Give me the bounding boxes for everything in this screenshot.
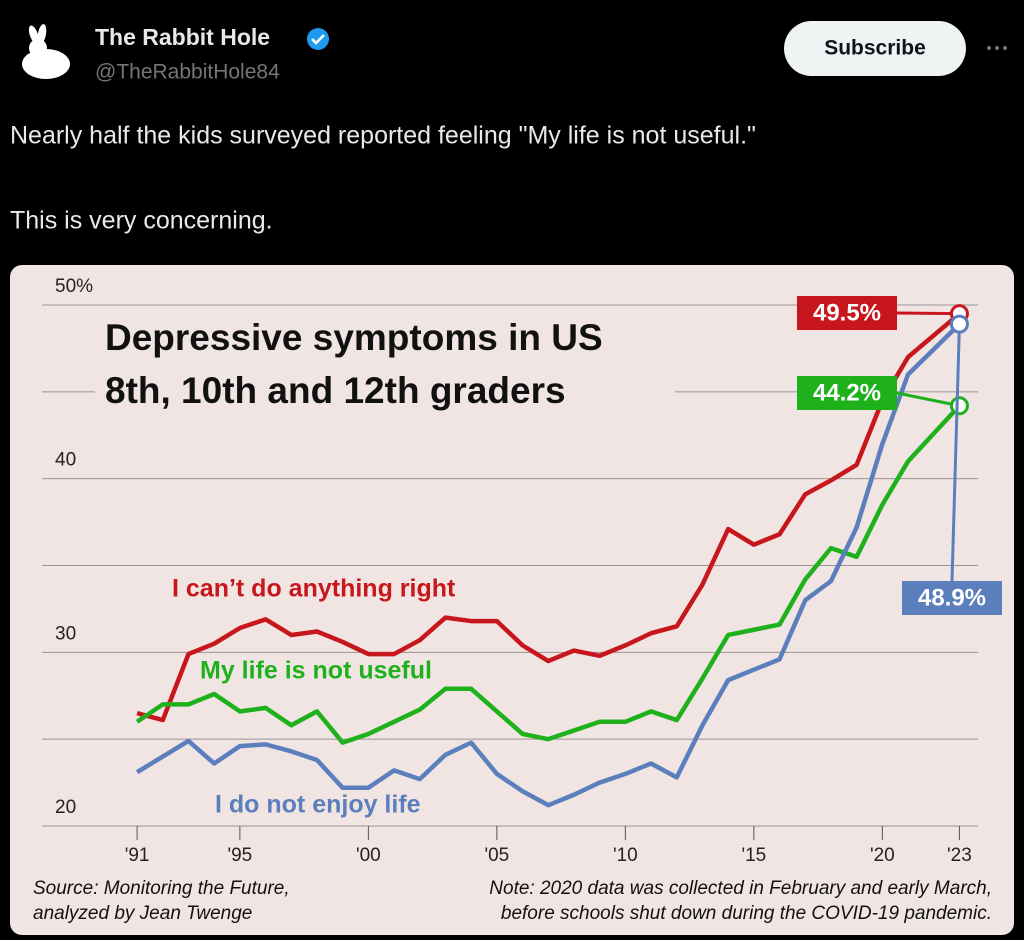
x-tick-label: '91: [125, 845, 150, 866]
y-tick-label: 50%: [55, 276, 93, 297]
series-line: [135, 322, 962, 808]
avatar: [22, 24, 70, 79]
x-tick-label: '20: [870, 845, 895, 866]
source-note: analyzed by Jean Twenge: [33, 903, 252, 924]
value-label: 48.9%: [918, 584, 986, 611]
y-tick-label: 20: [55, 797, 76, 818]
more-menu[interactable]: [987, 46, 1007, 50]
end-marker: [949, 314, 969, 334]
x-tick-label: '00: [356, 845, 381, 866]
verified-badge: [307, 28, 329, 50]
x-tick-label: '10: [613, 845, 638, 866]
x-tick-label: '05: [484, 845, 509, 866]
source-note: Source: Monitoring the Future,: [33, 878, 290, 899]
y-tick-label: 40: [55, 450, 76, 471]
series-line: [135, 404, 962, 745]
series-label: My life is not useful: [200, 657, 432, 685]
x-tick-label: '95: [227, 845, 252, 866]
value-label-box: [797, 376, 897, 410]
chart: 20 30 40 50% '91 '95 '00 '05 '10 '15 '20 '23 Depress…: [33, 276, 1002, 924]
post-text: Nearly half the kids surveyed reported f…: [10, 122, 756, 150]
x-tick-label: '15: [741, 845, 766, 866]
series-label: I do not enjoy life: [215, 791, 421, 819]
value-label-box: [902, 581, 1002, 615]
value-label-box: [797, 296, 897, 330]
subscribe-button[interactable]: [784, 21, 966, 76]
chart-title: Depressive symptoms in US: [105, 317, 603, 358]
chart-title: 8th, 10th and 12th graders: [105, 370, 566, 411]
title-backdrop: [95, 312, 675, 416]
series-line: [136, 311, 961, 723]
y-tick-label: 30: [55, 623, 76, 644]
footnote: before schools shut down during the COVI…: [501, 903, 992, 924]
subscribe-label[interactable]: Subscribe: [824, 37, 926, 60]
chart-card: [10, 265, 1014, 935]
post-text: This is very concerning.: [10, 207, 273, 235]
end-marker: [949, 396, 969, 416]
author-handle: @TheRabbitHole84: [95, 61, 280, 84]
value-label: 49.5%: [813, 299, 881, 326]
label-connector: [950, 324, 961, 582]
value-label: 44.2%: [813, 379, 881, 406]
footnote: Note: 2020 data was collected in Februar…: [489, 878, 992, 899]
author-name: The Rabbit Hole: [95, 24, 270, 50]
label-connector: [896, 391, 960, 408]
series-label: I can’t do anything right: [172, 575, 456, 603]
x-tick-label: '23: [947, 845, 972, 866]
label-connector: [896, 311, 960, 316]
